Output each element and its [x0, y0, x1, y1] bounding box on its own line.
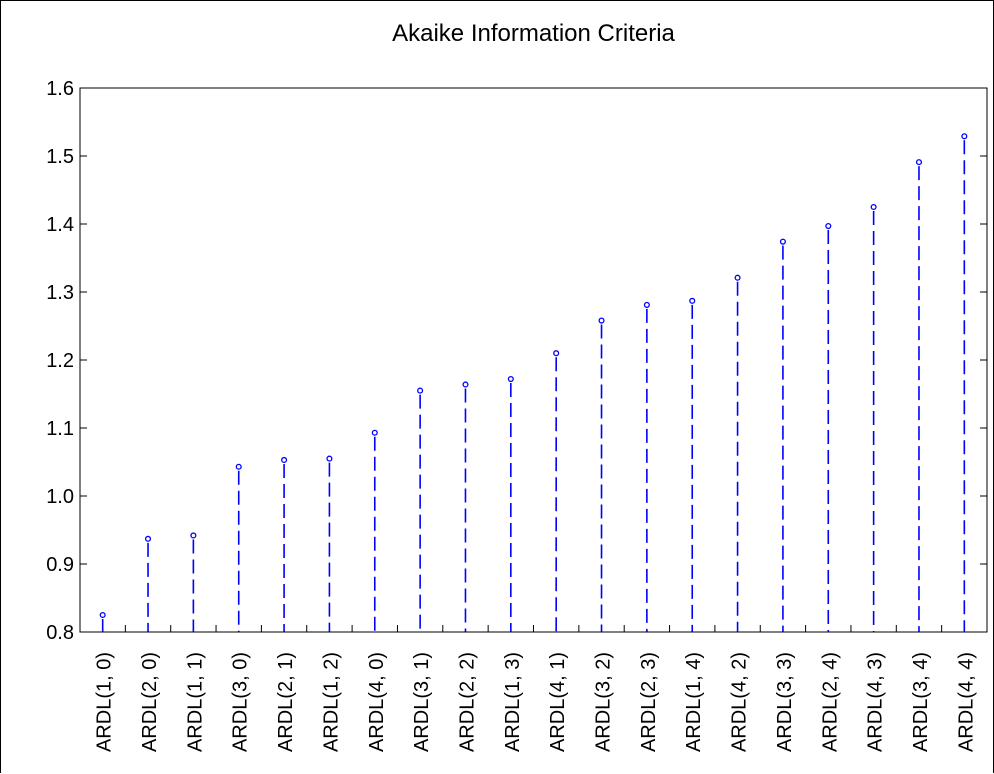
x-category-label: ARDL(1, 1)	[184, 652, 206, 752]
data-point	[326, 455, 333, 462]
x-category-label: ARDL(1, 4)	[683, 652, 705, 752]
data-point	[99, 611, 106, 619]
data-point	[598, 317, 605, 324]
x-category-label: ARDL(3, 1)	[411, 652, 433, 752]
data-point	[825, 222, 832, 230]
x-category-label: ARDL(1, 0)	[94, 652, 116, 752]
data-point	[915, 159, 923, 166]
y-tick-label: 1.1	[46, 418, 74, 440]
data-point	[779, 238, 786, 245]
data-point	[190, 532, 197, 539]
x-axis: ARDL(1, 0) ARDL(2, 0) ARDL(1, 1) ARDL(3, 0)…	[79, 625, 988, 752]
data-point	[553, 350, 560, 357]
x-category-label: ARDL(2, 4)	[819, 652, 841, 752]
x-category-label: ARDL(4, 4)	[955, 652, 977, 752]
data-point	[507, 375, 514, 383]
x-category-label: ARDL(3, 4)	[910, 652, 932, 752]
x-category-label: ARDL(2, 2)	[456, 652, 478, 752]
data-point	[281, 456, 288, 464]
x-category-label: ARDL(2, 0)	[139, 652, 161, 752]
x-category-label: ARDL(3, 2)	[593, 652, 615, 752]
data-point	[734, 274, 741, 281]
x-category-label: ARDL(1, 3)	[502, 652, 524, 752]
y-tick-label: 1.0	[46, 486, 74, 508]
data-point	[462, 381, 469, 388]
y-tick-label: 1.5	[46, 146, 74, 168]
x-category-label: ARDL(3, 0)	[230, 652, 252, 752]
x-category-label: ARDL(2, 3)	[638, 652, 660, 752]
x-category-label: ARDL(1, 2)	[320, 652, 342, 752]
data-point	[235, 463, 242, 470]
x-category-label: ARDL(4, 1)	[547, 652, 569, 752]
data-point	[417, 387, 424, 394]
chart-title: Akaike Information Criteria	[392, 20, 675, 47]
x-category-label: ARDL(3, 3)	[774, 652, 796, 752]
series	[99, 133, 968, 632]
y-tick-label: 1.6	[46, 78, 74, 100]
y-tick-label: 1.3	[46, 282, 74, 304]
data-point	[144, 535, 152, 542]
data-point	[371, 429, 378, 436]
y-tick-label: 0.9	[46, 554, 74, 576]
data-point	[961, 133, 968, 140]
data-point	[689, 297, 696, 304]
y-tick-label: 1.4	[46, 214, 74, 236]
x-category-label: ARDL(2, 1)	[275, 652, 297, 752]
x-category-label: ARDL(4, 2)	[729, 652, 751, 752]
y-tick-label: 0.8	[46, 622, 74, 644]
data-point	[643, 301, 650, 308]
y-axis: 0.8 0.9 1.0 1.1 1.2 1.3 1.4 1.5 1.6	[46, 78, 987, 644]
x-category-label: ARDL(4, 0)	[366, 652, 388, 752]
y-tick-label: 1.2	[46, 350, 74, 372]
plot-area-border	[79, 87, 988, 633]
data-point	[870, 203, 877, 211]
x-category-label: ARDL(4, 3)	[865, 652, 887, 752]
